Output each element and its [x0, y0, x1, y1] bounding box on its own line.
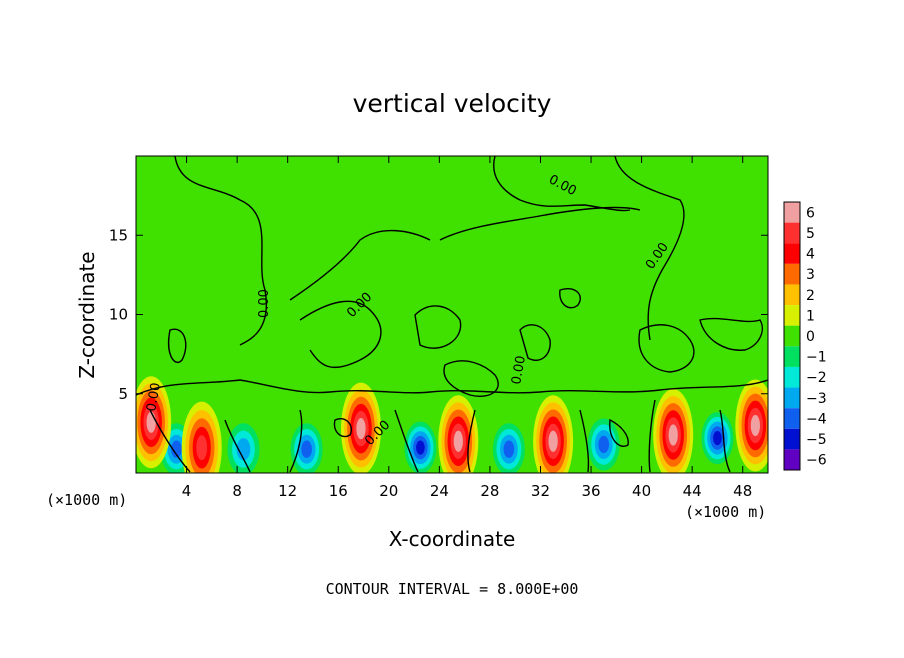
colorbar-swatch — [784, 222, 800, 244]
colorbar-label: −1 — [806, 350, 827, 366]
colorbar-label: −3 — [806, 391, 827, 407]
colorbar-label: 2 — [806, 288, 815, 304]
colorbar-swatch — [784, 202, 800, 223]
x-tick-label: 24 — [430, 482, 449, 500]
colorbar-swatch — [784, 346, 800, 367]
x-tick-label: 12 — [278, 482, 297, 500]
downdraft-core — [301, 440, 312, 458]
colorbar-swatch — [784, 428, 800, 450]
updraft-core — [548, 430, 558, 452]
colorbar-label: 0 — [806, 329, 815, 345]
updraft-core — [750, 414, 760, 437]
x-tick-label: 20 — [379, 482, 398, 500]
x-tick-label: 36 — [581, 482, 600, 500]
x-unit-left: (×1000 m) — [46, 491, 127, 509]
colorbar-swatch — [784, 325, 800, 347]
contour-lines — [136, 156, 768, 473]
downdraft-core — [416, 440, 425, 455]
updraft-core — [668, 424, 678, 446]
colorbar-swatch — [784, 366, 800, 388]
y-axis-label: Z-coordinate — [75, 251, 99, 378]
updraft-core — [453, 430, 463, 452]
colorbar-swatch — [784, 408, 800, 429]
contour-interval-footer: CONTOUR INTERVAL = 8.000E+00 — [326, 580, 579, 598]
colorbar: 6 5 4 3 2 1 0 −1 −2 −3 −4 −5 −6 — [783, 201, 827, 471]
updraft-core — [356, 418, 366, 440]
x-tick-label: 40 — [632, 482, 651, 500]
x-tick-label: 32 — [531, 482, 550, 500]
velocity-field: 0.00 0.00 0.00 0.00 0.00 0.00 0.00 — [136, 156, 768, 473]
colorbar-swatch — [784, 284, 800, 306]
colorbar-label: 5 — [806, 226, 815, 242]
colorbar-label: 6 — [806, 205, 815, 221]
updraft-core — [146, 411, 156, 433]
x-tick-label: 48 — [733, 482, 752, 500]
updraft-core — [196, 435, 208, 461]
y-tick-label: 15 — [109, 226, 128, 244]
downdraft-core — [503, 440, 515, 458]
contour-label: 0.00 — [509, 355, 529, 386]
colorbar-swatch — [784, 263, 800, 285]
downdraft-core — [598, 435, 610, 454]
x-tick-label: 4 — [182, 482, 192, 500]
chart-title: vertical velocity — [353, 89, 552, 118]
y-tick-label: 5 — [118, 385, 128, 403]
y-tick-label: 10 — [109, 306, 128, 324]
colorbar-swatch — [784, 387, 800, 409]
downdraft-core — [713, 431, 722, 446]
colorbar-label: −2 — [806, 370, 827, 386]
downdraft-core — [171, 440, 182, 458]
x-tick-label: 16 — [329, 482, 348, 500]
colorbar-label: −5 — [806, 432, 827, 448]
contour-label: 0.00 — [257, 289, 272, 318]
colorbar-label: −4 — [806, 411, 827, 427]
colorbar-label: −6 — [806, 453, 827, 469]
colorbar-label: 4 — [806, 247, 815, 263]
contour-label: 0.00 — [144, 382, 164, 413]
colorbar-swatch — [784, 305, 800, 326]
colorbar-swatch — [784, 449, 800, 470]
x-axis-label: X-coordinate — [389, 527, 516, 551]
x-unit-right: (×1000 m) — [685, 503, 766, 521]
colorbar-swatch — [784, 243, 800, 264]
x-tick-label: 8 — [232, 482, 242, 500]
colorbar-frame — [783, 201, 801, 471]
x-tick-label: 44 — [683, 482, 702, 500]
downdraft-core — [236, 438, 251, 461]
colorbar-label: 3 — [806, 267, 815, 283]
colorbar-label: 1 — [806, 308, 815, 324]
x-tick-label: 28 — [480, 482, 499, 500]
